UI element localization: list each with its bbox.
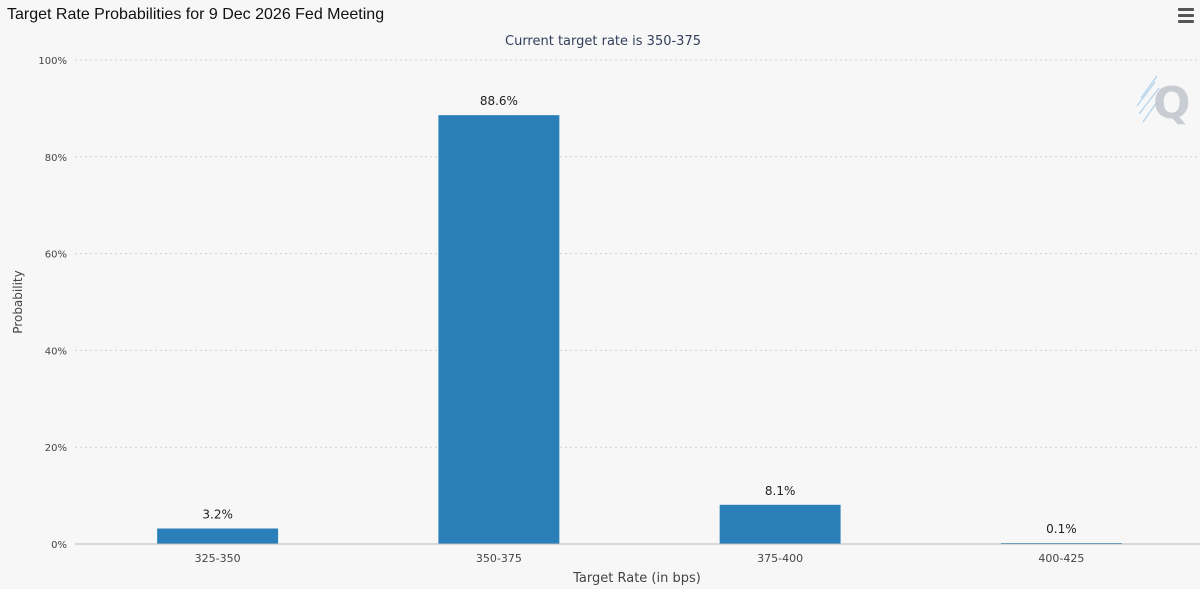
data-label: 0.1%: [1046, 522, 1077, 536]
hamburger-menu-icon[interactable]: [1178, 8, 1194, 26]
y-axis-title: Probability: [11, 270, 25, 333]
y-tick-label: 60%: [45, 250, 67, 261]
x-axis-title: Target Rate (in bps): [572, 571, 701, 586]
x-tick-label: 400-425: [1038, 552, 1084, 565]
x-tick-label: 325-350: [195, 552, 241, 565]
y-tick-label: 100%: [38, 56, 67, 67]
y-tick-label: 0%: [51, 540, 67, 551]
y-tick-label: 40%: [45, 346, 67, 357]
y-tick-label: 80%: [45, 153, 67, 164]
bar-325-350[interactable]: [157, 528, 279, 544]
data-label: 88.6%: [480, 94, 518, 108]
x-tick-label: 350-375: [476, 552, 522, 565]
data-label: 8.1%: [765, 484, 796, 498]
bar-375-400[interactable]: [719, 504, 841, 544]
chart-title: Target Rate Probabilities for 9 Dec 2026…: [7, 6, 385, 23]
bar-350-375[interactable]: [438, 115, 560, 545]
svg-text:Q: Q: [1153, 78, 1190, 129]
quikstrike-q-logo-icon: Q: [1136, 75, 1190, 129]
x-tick-label: 375-400: [757, 552, 803, 565]
y-tick-label: 20%: [45, 443, 67, 454]
chart-subtitle: Current target rate is 350-375: [505, 34, 701, 49]
data-label: 3.2%: [202, 508, 233, 522]
